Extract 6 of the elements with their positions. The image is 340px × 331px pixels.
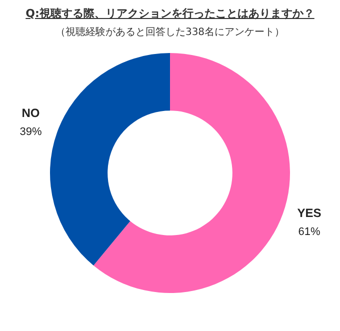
- slice-label: NO: [22, 106, 40, 120]
- chart-subtitle: （視聴経験があると回答した338名にアンケート）: [54, 26, 286, 39]
- data-label: 39%: [20, 126, 42, 138]
- chart-title: Q:視聴する際、リアクションを行ったことはありますか？: [26, 7, 314, 20]
- slice-label: YES: [297, 206, 322, 220]
- data-label: 61%: [298, 226, 320, 238]
